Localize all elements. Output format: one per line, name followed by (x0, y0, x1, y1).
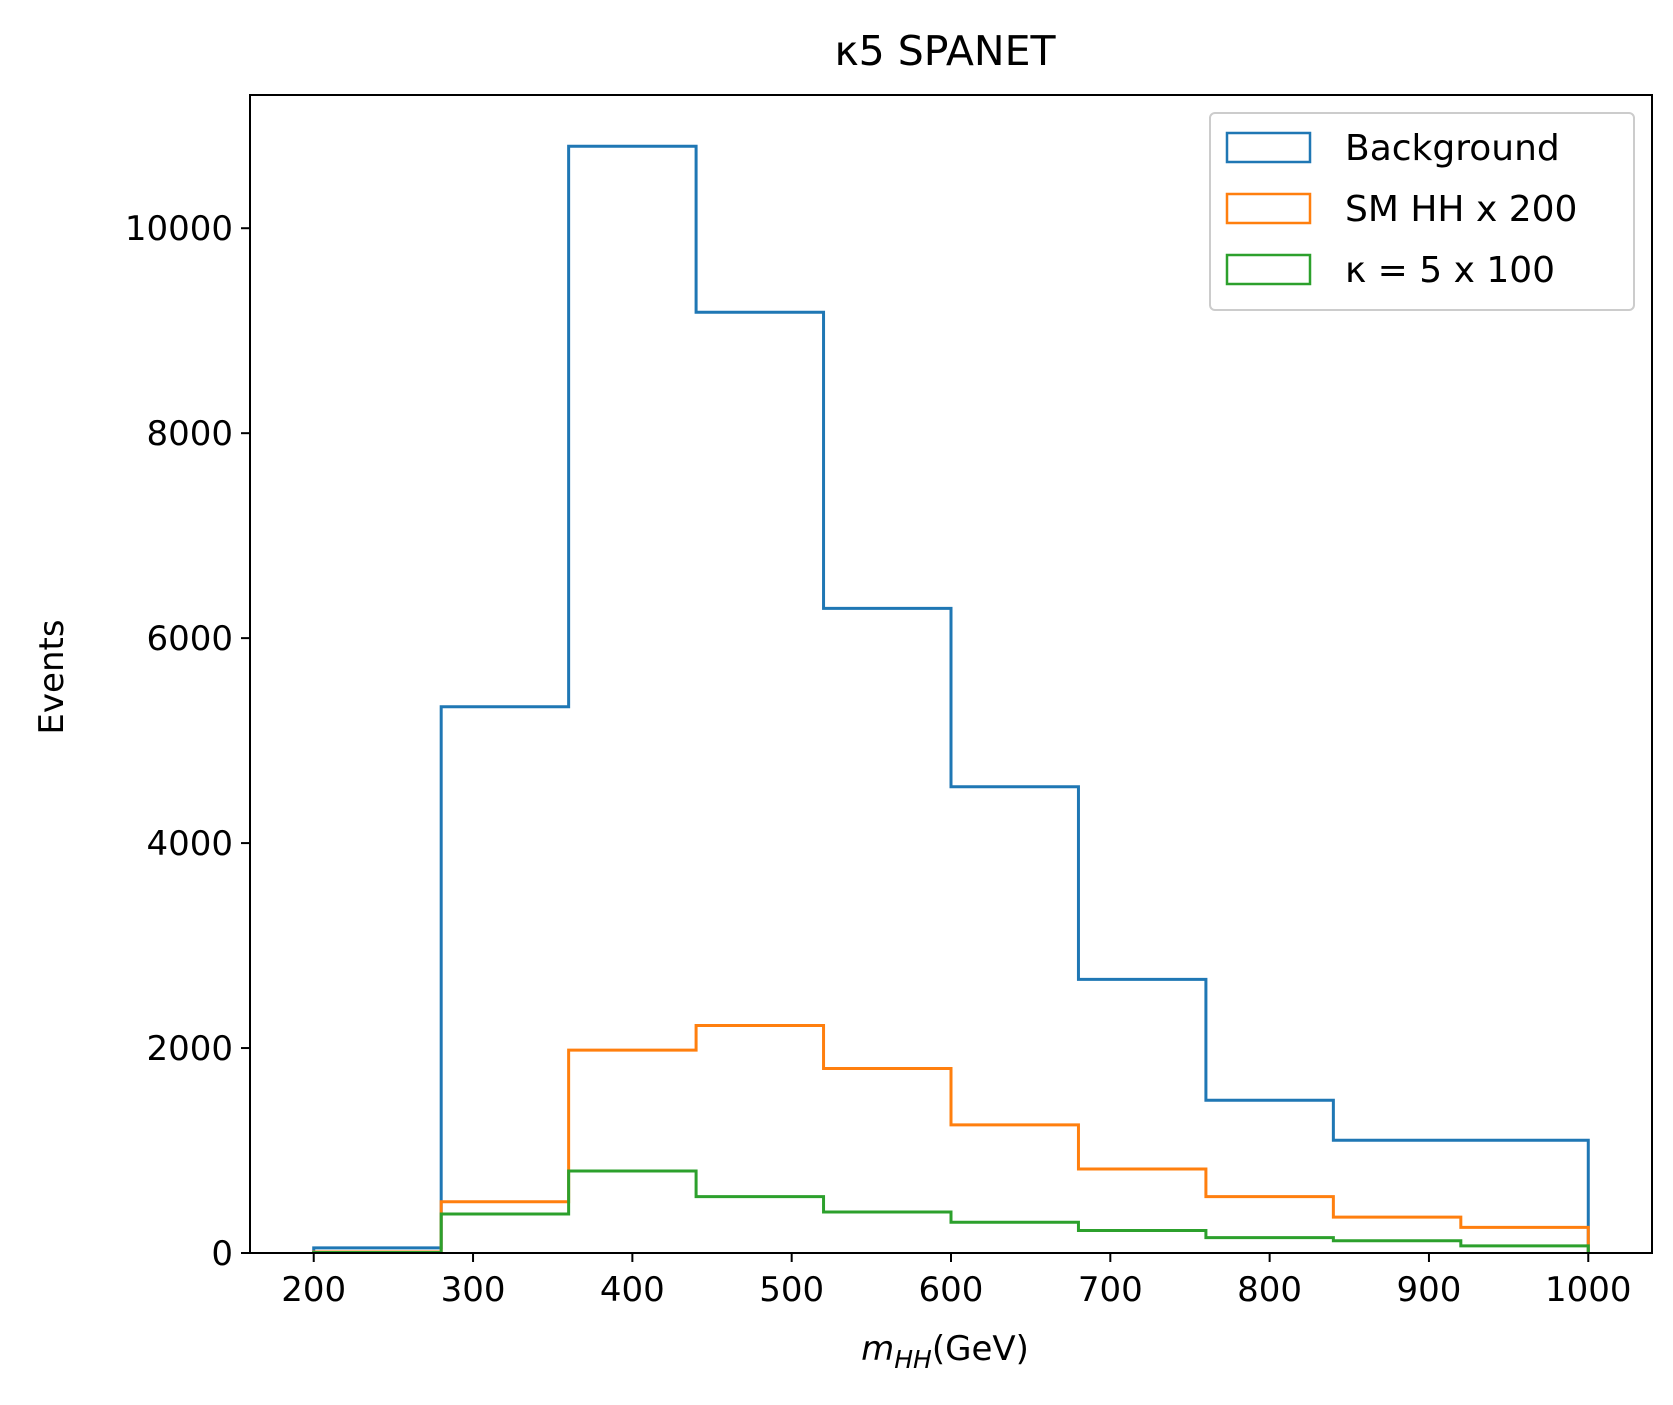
histogram-bin (951, 1222, 1078, 1253)
histogram-bin (951, 1125, 1078, 1253)
histogram-series (312, 144, 1590, 1254)
x-tick-label: 400 (600, 1270, 665, 1310)
x-tick-label: 800 (1237, 1270, 1302, 1310)
histogram-bin (824, 1069, 951, 1253)
histogram-bin (1333, 1241, 1460, 1253)
histogram-bin (1206, 1238, 1333, 1253)
histogram-bin (1078, 1169, 1205, 1253)
y-tick-label: 6000 (146, 619, 233, 659)
histogram-bin (569, 1171, 696, 1253)
y-tick-label: 10000 (125, 209, 233, 249)
x-tick-label: 1000 (1545, 1270, 1632, 1310)
legend: Background SM HH x 200 κ = 5 x 100 (1209, 112, 1635, 311)
x-tick-label: 300 (441, 1270, 506, 1310)
x-axis-label: mHH(GeV) (861, 1329, 1029, 1374)
x-axis-label-rest: (GeV) (932, 1329, 1029, 1369)
legend-label: κ = 5 x 100 (1345, 250, 1555, 291)
histogram-bin (824, 1212, 951, 1253)
histogram-bin (1206, 1100, 1333, 1253)
histogram-bin (441, 707, 568, 1253)
histogram-bin (441, 1202, 568, 1253)
y-tick-label: 0 (211, 1234, 233, 1274)
legend-box (1209, 112, 1635, 311)
x-tick-label: 700 (1078, 1270, 1143, 1310)
series-3 (312, 1169, 1590, 1254)
legend-swatch (1225, 253, 1312, 286)
y-tick-label: 8000 (146, 414, 233, 454)
histogram-bin (1333, 1217, 1460, 1253)
histogram-bin (569, 146, 696, 1253)
legend-label: SM HH x 200 (1345, 189, 1577, 230)
histogram-bin (1206, 1197, 1333, 1253)
x-axis-label-sub: HH (894, 1345, 932, 1374)
x-tick-label: 900 (1397, 1270, 1462, 1310)
histogram-bin (569, 1050, 696, 1253)
histogram-bin (696, 1197, 823, 1253)
histogram-step-line (312, 144, 1590, 1253)
legend-swatch (1225, 131, 1312, 164)
x-tick-label: 500 (759, 1270, 824, 1310)
chart-title: κ5 SPANET (834, 27, 1056, 75)
series-1 (312, 144, 1590, 1253)
histogram-bin (824, 608, 951, 1253)
histogram-step-line (312, 1024, 1590, 1254)
x-tick-label: 600 (919, 1270, 984, 1310)
y-axis: 0 2000 4000 6000 8000 10000 (125, 209, 250, 1274)
y-tick-label: 4000 (146, 824, 233, 864)
histogram-bin (1078, 1230, 1205, 1253)
histogram-bin (1078, 979, 1205, 1253)
series-2 (312, 1024, 1590, 1254)
legend-swatch (1225, 192, 1312, 225)
x-axis: 200 300 400 500 600 700 800 900 1000 (281, 1253, 1632, 1310)
x-axis-label-main: m (861, 1329, 894, 1369)
histogram-bin (951, 787, 1078, 1253)
histogram-step-line (312, 1169, 1590, 1254)
y-axis-label: Events (32, 619, 72, 734)
histogram-bin (1333, 1140, 1460, 1253)
histogram-bin (696, 312, 823, 1253)
histogram-bin (441, 1214, 568, 1253)
x-tick-label: 200 (281, 1270, 346, 1310)
y-tick-label: 2000 (146, 1029, 233, 1069)
histogram-bin (696, 1025, 823, 1253)
histogram-bin (1461, 1227, 1588, 1253)
legend-label: Background (1345, 128, 1560, 169)
histogram-bin (1461, 1140, 1588, 1253)
